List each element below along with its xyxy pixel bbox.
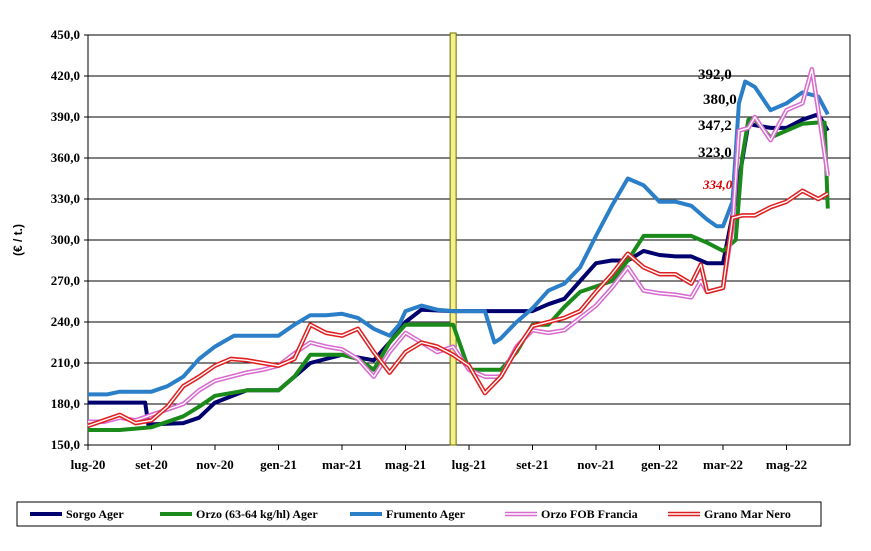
marker-bar bbox=[449, 32, 457, 446]
x-tick-label: mag-22 bbox=[766, 457, 807, 472]
vertical-marker bbox=[449, 32, 457, 446]
y-tick-label: 450,0 bbox=[51, 27, 80, 42]
x-axis-ticks: lug-20 set-20 nov-20 gen-21 mar-21 mag-21 lug-… bbox=[71, 445, 807, 472]
y-tick-label: 270,0 bbox=[51, 273, 80, 288]
annotation-347: 347,2 bbox=[698, 118, 732, 134]
y-tick-label: 360,0 bbox=[51, 150, 80, 165]
x-tick-label: mar-22 bbox=[703, 457, 743, 472]
y-tick-label: 210,0 bbox=[51, 355, 80, 370]
plot-frame bbox=[87, 34, 851, 446]
series-line-core bbox=[88, 68, 829, 423]
series-lines bbox=[87, 66, 831, 432]
x-tick-label: set-21 bbox=[516, 457, 549, 472]
x-tick-label: lug-21 bbox=[452, 457, 487, 472]
y-tick-label: 240,0 bbox=[51, 314, 80, 329]
x-tick-label: nov-20 bbox=[196, 457, 234, 472]
y-tick-label: 390,0 bbox=[51, 109, 80, 124]
annotation-380: 380,0 bbox=[703, 92, 737, 108]
x-tick-label: lug-20 bbox=[71, 457, 106, 472]
legend-label: Sorgo Ager bbox=[66, 507, 124, 521]
legend-label: Orzo FOB Francia bbox=[541, 507, 638, 521]
x-tick-label: gen-22 bbox=[641, 457, 678, 472]
series-line-core bbox=[87, 190, 829, 427]
annotation-392: 392,0 bbox=[698, 67, 732, 83]
x-tick-label: gen-21 bbox=[260, 457, 297, 472]
y-axis-label: (€ / t.) bbox=[11, 224, 25, 256]
legend-items: Sorgo Ager Orzo (63-64 kg/hl) Ager Frument… bbox=[30, 507, 791, 521]
y-tick-label: 300,0 bbox=[51, 232, 80, 247]
x-tick-label: nov-21 bbox=[577, 457, 615, 472]
legend-label: Frumento Ager bbox=[386, 507, 466, 521]
x-tick-label: set-20 bbox=[135, 457, 168, 472]
y-tick-label: 420,0 bbox=[51, 68, 80, 83]
y-tick-label: 330,0 bbox=[51, 191, 80, 206]
y-tick-label: 180,0 bbox=[51, 396, 80, 411]
legend: Sorgo Ager Orzo (63-64 kg/hl) Ager Frument… bbox=[16, 501, 822, 527]
annotation-334: 334,0 bbox=[702, 177, 733, 192]
x-tick-label: mag-21 bbox=[385, 457, 426, 472]
annotation-323: 323,0 bbox=[698, 145, 732, 161]
legend-label: Orzo (63-64 kg/hl) Ager bbox=[196, 507, 318, 521]
series-line bbox=[88, 79, 830, 397]
series-line bbox=[88, 117, 830, 432]
y-axis-ticks: 150,0 180,0 210,0 240,0 270,0 300,0 330,0 360,0… bbox=[51, 27, 88, 452]
y-tick-label: 150,0 bbox=[51, 437, 80, 452]
legend-label: Grano Mar Nero bbox=[704, 507, 791, 521]
x-tick-label: mar-21 bbox=[322, 457, 362, 472]
